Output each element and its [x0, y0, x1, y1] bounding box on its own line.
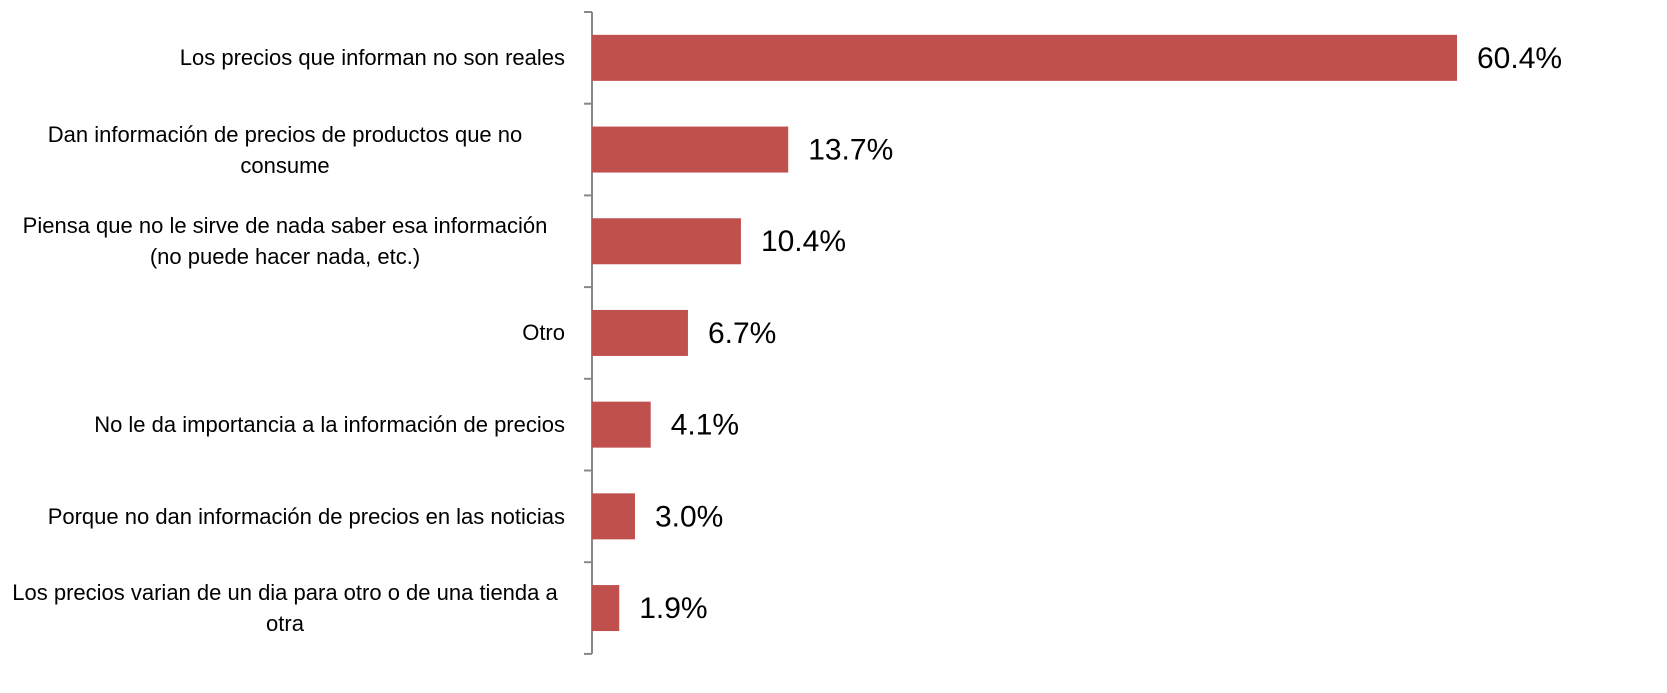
value-label: 60.4% [1477, 42, 1562, 75]
category-label: Porque no dan información de precios en … [47, 503, 565, 529]
category-label: Otro [522, 320, 565, 346]
value-label: 3.0% [655, 500, 723, 533]
category-label-box: Porque no dan información de precios en … [0, 471, 565, 563]
bar [592, 401, 651, 448]
category-label-box: Los precios varian de un dia para otro o… [0, 562, 565, 654]
category-label-box: Otro [0, 287, 565, 379]
category-label-box: Los precios que informan no son reales [0, 12, 565, 104]
bar [592, 126, 789, 173]
category-label: Dan información de precios de productos … [47, 121, 523, 178]
bar [592, 34, 1457, 81]
category-label: Los precios varian de un dia para otro o… [12, 580, 558, 637]
bar [592, 309, 688, 356]
category-label: Los precios que informan no son reales [179, 45, 565, 71]
category-label-box: No le da importancia a la información de… [0, 379, 565, 471]
category-label-box: Dan información de precios de productos … [0, 104, 565, 196]
value-label: 10.4% [761, 225, 846, 258]
bar [592, 493, 635, 540]
bar [592, 218, 741, 265]
bar [592, 585, 620, 632]
value-label: 13.7% [808, 133, 893, 166]
category-label: Piensa que no le sirve de nada saber esa… [22, 213, 548, 270]
value-label: 1.9% [639, 592, 707, 625]
category-label-box: Piensa que no le sirve de nada saber esa… [0, 195, 565, 287]
value-label: 6.7% [708, 317, 776, 350]
value-label: 4.1% [671, 409, 739, 442]
category-label: No le da importancia a la información de… [94, 412, 565, 438]
